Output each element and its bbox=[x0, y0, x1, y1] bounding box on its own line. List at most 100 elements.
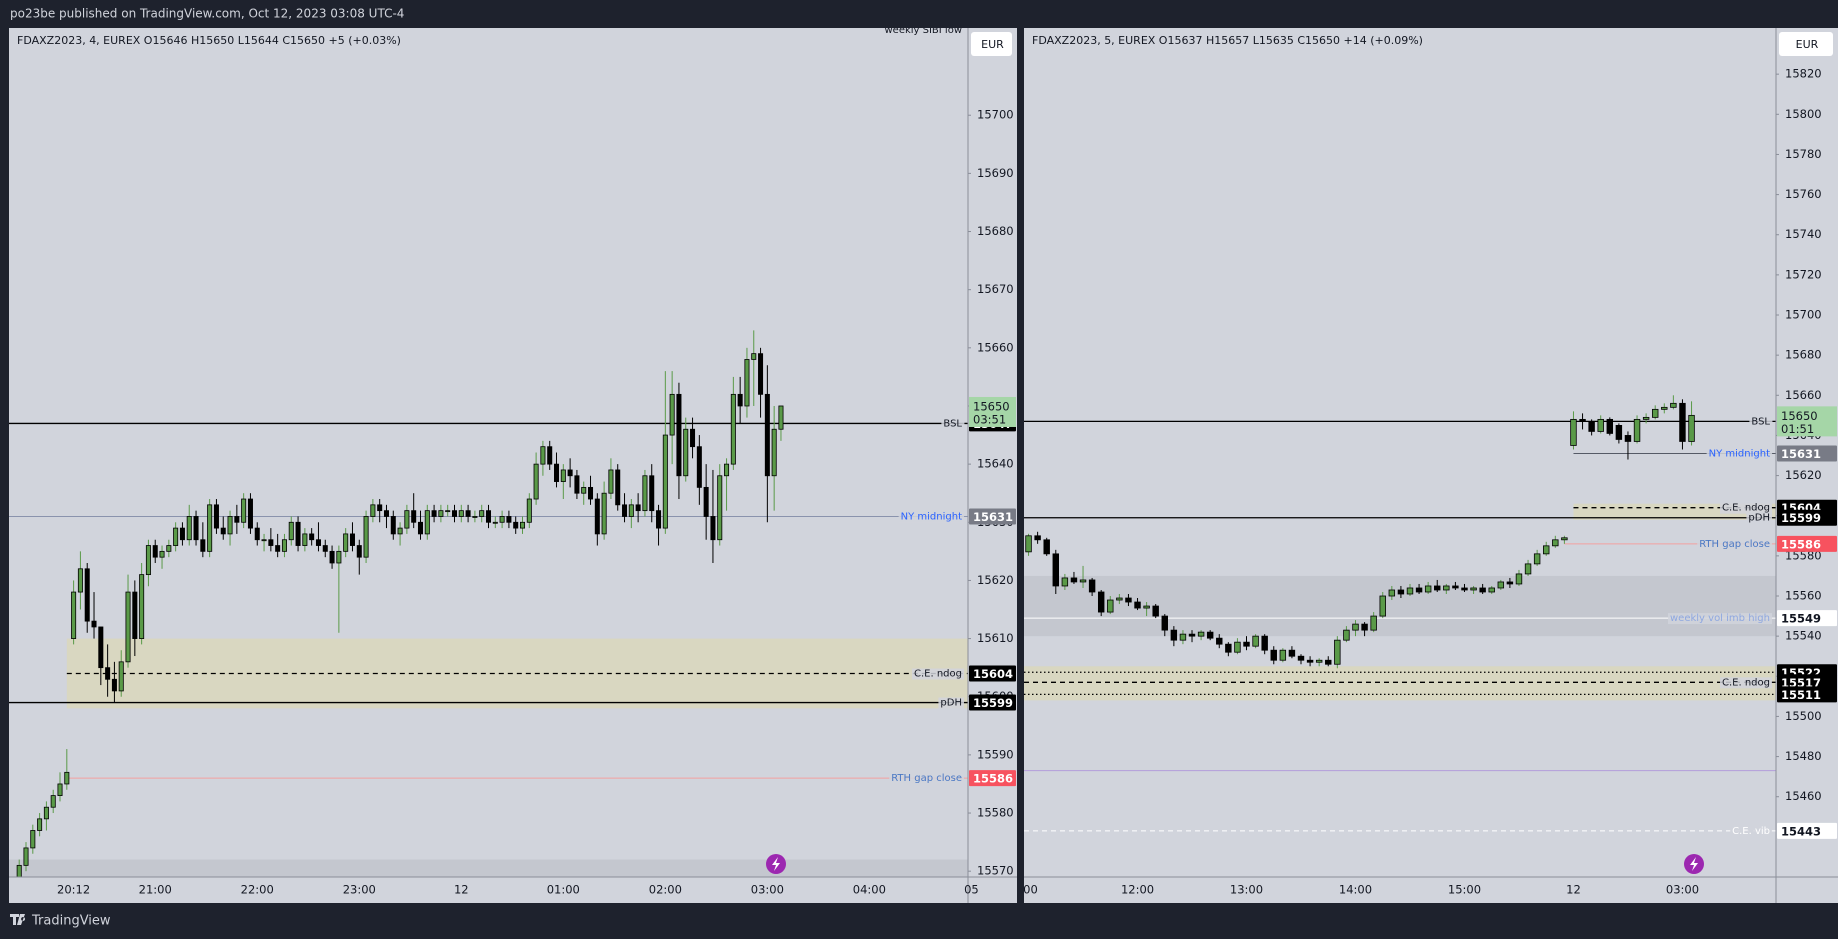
candle-body bbox=[567, 469, 573, 477]
candle-body bbox=[1125, 597, 1132, 603]
candle-body bbox=[465, 510, 471, 517]
candle-body bbox=[560, 469, 566, 482]
candle-body bbox=[737, 393, 743, 407]
candle-body bbox=[445, 510, 451, 513]
x-tick-label: 23:00 bbox=[343, 883, 376, 897]
candle-body bbox=[1388, 589, 1396, 597]
candle-body bbox=[1070, 577, 1078, 583]
price-badge bbox=[1777, 445, 1837, 462]
candle-body bbox=[220, 527, 226, 535]
y-tick-label: 15820 bbox=[1785, 67, 1822, 81]
level-label-background bbox=[941, 418, 965, 430]
price-badge-text: 15586 bbox=[1781, 537, 1821, 551]
candle-body bbox=[98, 626, 104, 669]
candle-body bbox=[458, 510, 464, 517]
y-tick-label: 15690 bbox=[977, 166, 1014, 180]
x-tick-label: 14:00 bbox=[1339, 883, 1372, 897]
x-tick-label: 03:00 bbox=[751, 883, 784, 897]
candle-body bbox=[1234, 641, 1241, 653]
candle-body bbox=[574, 475, 580, 494]
candle-body bbox=[1043, 539, 1050, 555]
price-badge bbox=[969, 665, 1016, 682]
candle-body bbox=[628, 504, 634, 517]
candle-body bbox=[1515, 573, 1523, 585]
candle-body bbox=[1197, 631, 1205, 637]
currency-button[interactable] bbox=[971, 32, 1012, 56]
x-tick-label: 21:00 bbox=[139, 883, 172, 897]
candle-body bbox=[1679, 402, 1686, 442]
level-label-background bbox=[912, 668, 964, 680]
candle-body bbox=[1270, 649, 1277, 661]
currency-button[interactable] bbox=[1779, 32, 1833, 56]
candle-body bbox=[23, 847, 29, 866]
price-badge-text: 15443 bbox=[1781, 824, 1821, 838]
x-tick-label: 12 bbox=[454, 883, 469, 897]
candle-body bbox=[1651, 408, 1659, 418]
panel-background bbox=[1024, 28, 1838, 903]
candle-body bbox=[615, 469, 621, 506]
candle-body bbox=[50, 795, 56, 808]
candle-body bbox=[268, 539, 274, 546]
candle-body bbox=[261, 539, 267, 542]
candle-body bbox=[118, 661, 124, 692]
level-label-background bbox=[1720, 677, 1772, 689]
candle-body bbox=[207, 504, 213, 552]
publish-info: po23be published on TradingView.com, Oct… bbox=[10, 7, 404, 21]
level-label: pDH bbox=[940, 698, 962, 709]
candle-body bbox=[656, 510, 662, 529]
candle-body bbox=[635, 504, 641, 512]
y-tick-label: 15620 bbox=[977, 573, 1014, 587]
brand-logo bbox=[10, 914, 26, 925]
symbol-legend: FDAXZ2023, 5, EUREX O15637 H15657 L15635… bbox=[1032, 34, 1423, 47]
x-tick-label: 04:00 bbox=[853, 883, 886, 897]
candle-body bbox=[1161, 615, 1168, 631]
candle-body bbox=[30, 830, 36, 849]
candle-body bbox=[1552, 539, 1559, 547]
candle-body bbox=[669, 393, 675, 436]
candle-body bbox=[105, 667, 111, 680]
candle-body bbox=[1688, 414, 1695, 442]
candle-body bbox=[84, 568, 90, 622]
candle-body bbox=[547, 446, 553, 465]
candle-body bbox=[751, 353, 757, 360]
level-label-background bbox=[1720, 502, 1772, 514]
candle-body bbox=[594, 498, 600, 535]
candle-body bbox=[1306, 659, 1314, 663]
y-tick-label: 15660 bbox=[977, 340, 1014, 354]
candle-body bbox=[1642, 416, 1650, 420]
last-price: 15650 bbox=[973, 399, 1010, 413]
candle-body bbox=[302, 533, 308, 546]
candle-body bbox=[111, 678, 117, 692]
price-badge-text: 15586 bbox=[973, 772, 1013, 786]
candle-body bbox=[533, 463, 539, 500]
candle-body bbox=[227, 516, 233, 535]
candle-body bbox=[1506, 581, 1514, 585]
candle-body bbox=[213, 504, 219, 529]
candle-body bbox=[247, 498, 253, 529]
candle-body bbox=[764, 393, 770, 477]
candle-body bbox=[1497, 581, 1505, 589]
x-tick-label: 15:00 bbox=[1448, 883, 1481, 897]
candle-body bbox=[690, 428, 696, 448]
candle-body bbox=[1206, 631, 1214, 639]
price-badge-text: 15511 bbox=[1781, 688, 1821, 702]
level-label-background bbox=[1668, 613, 1772, 625]
brand: TradingView bbox=[10, 914, 111, 929]
candle-body bbox=[1543, 545, 1550, 555]
alert-icon-bolt bbox=[772, 857, 780, 871]
x-tick-label: 13:00 bbox=[1230, 883, 1263, 897]
candle-body bbox=[404, 510, 410, 529]
candle-body bbox=[1597, 418, 1604, 432]
candle-body bbox=[676, 393, 682, 477]
y-tick-label: 15580 bbox=[1785, 548, 1822, 562]
candle-body bbox=[322, 545, 328, 552]
candle-body bbox=[1606, 418, 1614, 434]
y-tick-label: 15700 bbox=[1785, 308, 1822, 322]
candle-body bbox=[1216, 637, 1223, 645]
brand-name: TradingView bbox=[31, 914, 111, 929]
y-tick-label: 15610 bbox=[977, 631, 1014, 645]
candle-body bbox=[1570, 418, 1577, 446]
